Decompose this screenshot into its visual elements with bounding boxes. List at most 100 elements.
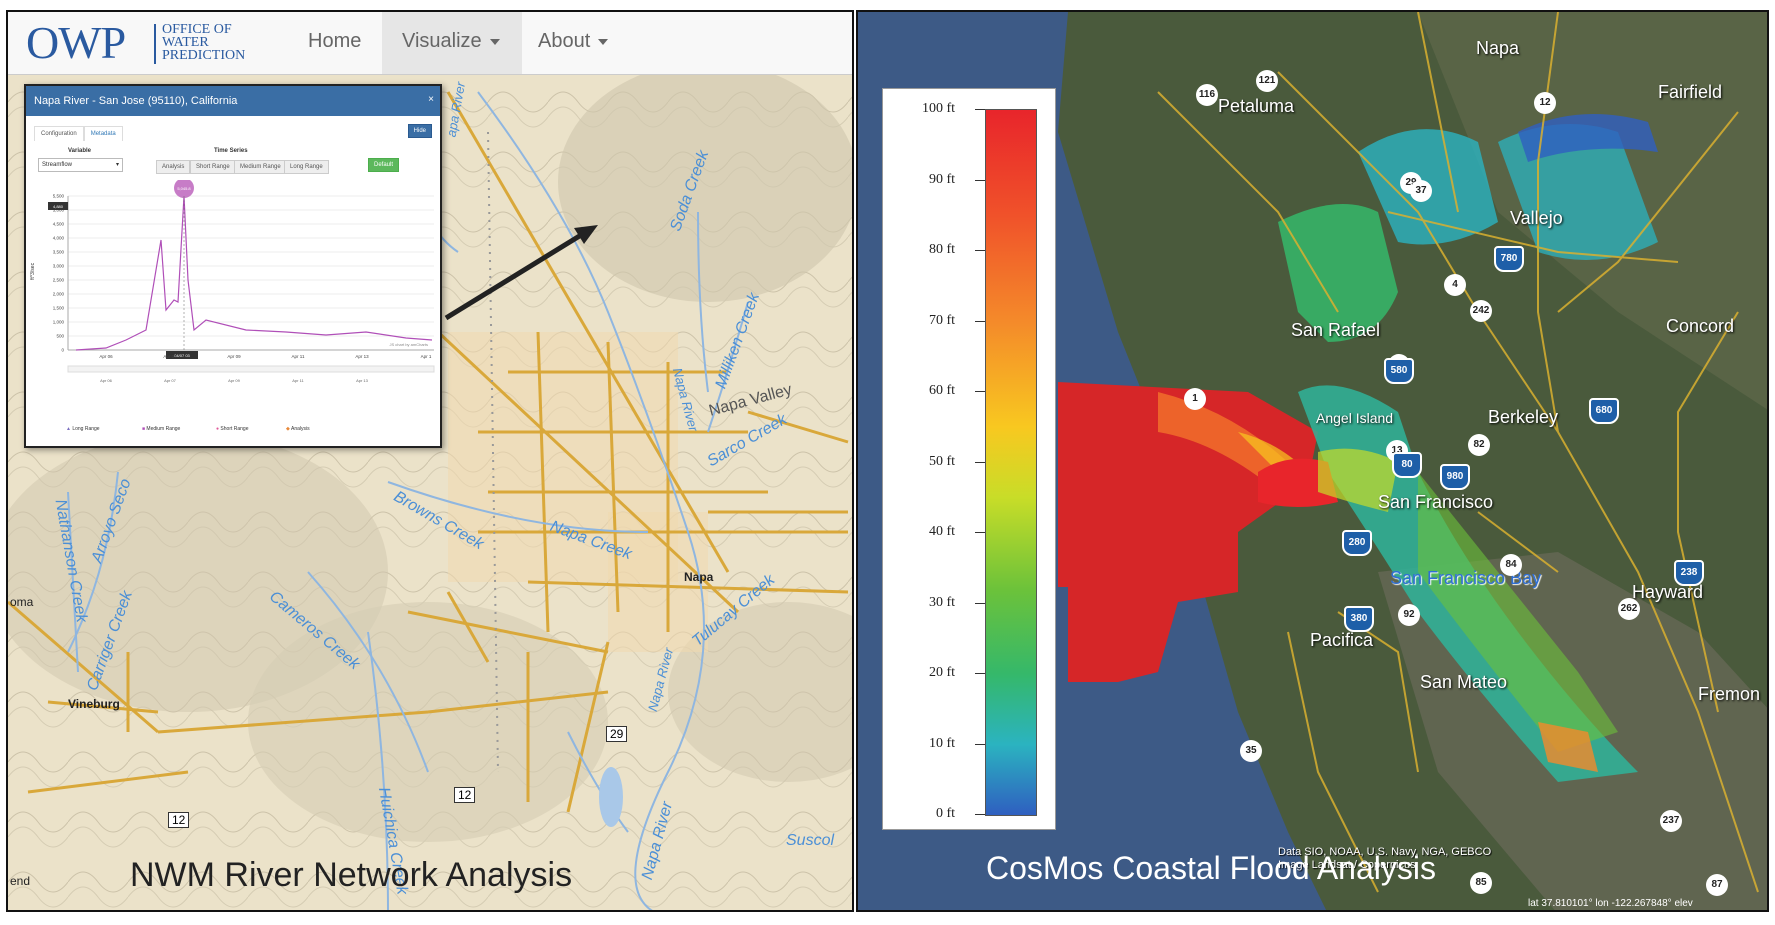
- hide-button[interactable]: Hide: [407, 124, 432, 138]
- place-label: Berkeley: [1488, 407, 1559, 427]
- x-tick-label: Apr 09: [227, 354, 241, 359]
- popup-title: Napa River - San Jose (95110), Californi…: [26, 86, 440, 116]
- route-shield: 92: [1398, 604, 1420, 626]
- y-tick-label: 4,000: [53, 236, 65, 241]
- route-shield: 85: [1470, 872, 1492, 894]
- colorbar-tick-label: 40 ft: [928, 524, 955, 539]
- attribution-line1: Data SIO, NOAA, U.S. Navy, NGA, GEBCO: [1278, 846, 1492, 858]
- colorbar-tick-label: 50 ft: [928, 453, 955, 469]
- route-shield: 237: [1660, 810, 1682, 832]
- streamflow-series: [75, 195, 433, 351]
- legend-label: Analysis: [290, 426, 310, 432]
- place-label: Fairfield: [1658, 82, 1723, 102]
- y-tick-label: 4,500: [53, 222, 65, 227]
- timeseries-label: Time Series: [214, 148, 248, 154]
- x-tick-label: Apr 13: [355, 354, 369, 359]
- x-tick-label: Apr 06: [99, 354, 113, 359]
- legend-label: Long Range: [72, 426, 100, 432]
- medium-range-button[interactable]: Medium Range: [234, 160, 287, 174]
- y-axis-title: ft^3/sec: [30, 262, 36, 280]
- route-shield: 84: [1500, 554, 1522, 576]
- legend-medium-range[interactable]: ■ Medium Range: [142, 426, 180, 432]
- variable-label: Variable: [68, 148, 92, 154]
- interstate-shield: 580: [1384, 358, 1414, 384]
- place-label: end: [10, 874, 31, 888]
- colorbar-tick-label: 0 ft: [935, 806, 955, 821]
- interstate-shield: 380: [1344, 606, 1374, 632]
- y-axis-ticks: 5,5005,0004,5004,0003,5003,0002,5002,000…: [53, 194, 65, 353]
- nav-about[interactable]: About: [518, 12, 628, 74]
- colorbar-tick-mark: [975, 250, 985, 251]
- legend-analysis[interactable]: ◆ Analysis: [286, 426, 310, 432]
- place-label: Vallejo: [1510, 208, 1563, 228]
- streamflow-chart: 5,5005,0004,5004,0003,5003,0002,5002,000…: [30, 180, 435, 383]
- nav-home-label: Home: [308, 30, 362, 52]
- y-tick-label: 2,000: [53, 292, 65, 297]
- interstate-shield: 780: [1494, 246, 1524, 272]
- popup-tabs: Configuration Metadata: [34, 126, 123, 141]
- y-tick-label: 5,500: [53, 194, 65, 199]
- route-shield: 4: [1444, 274, 1466, 296]
- y-tick-label: 2,500: [53, 278, 65, 283]
- station-popup[interactable]: Napa River - San Jose (95110), Californi…: [24, 84, 442, 448]
- colorbar-tick-mark: [975, 602, 985, 604]
- colorbar-tick-mark: [975, 109, 985, 110]
- colorbar-tick-mark: [975, 743, 985, 745]
- cursor-x-label: 04/07 03: [174, 353, 190, 358]
- colorbar-gradient: [985, 109, 1037, 816]
- cosmos-map-panel[interactable]: 100 ft 90 ft 80 ft 70 ft 60 ft 50 ft 40 ft 30 f…: [856, 10, 1769, 912]
- chevron-down-icon: [598, 38, 609, 45]
- y-tick-label: 3,000: [53, 264, 65, 269]
- colorbar-tick-label: 100 ft: [921, 101, 955, 116]
- chart-credit: JS chart by amCharts: [390, 342, 428, 347]
- route-shield: 87: [1706, 874, 1728, 896]
- default-button[interactable]: Default: [368, 158, 400, 172]
- place-label: Napa: [1476, 38, 1520, 58]
- place-label: Suscol: [786, 832, 835, 849]
- route-shield: 1: [1184, 388, 1206, 410]
- long-range-button[interactable]: Long Range: [284, 160, 329, 174]
- nav-visualize[interactable]: Visualize: [382, 12, 522, 74]
- diamond-icon: ◆: [286, 426, 290, 432]
- circle-icon: ●: [216, 426, 220, 432]
- left-caption: NWM River Network Analysis: [130, 856, 573, 894]
- route-shield: 35: [1240, 740, 1262, 762]
- attribution: Data SIO, NOAA, U.S. Navy, NGA, GEBCO Im…: [1278, 846, 1491, 872]
- scroll-tick-label: Apr 09: [228, 378, 241, 383]
- nav-home[interactable]: Home: [288, 12, 381, 74]
- colorbar: 100 ft 90 ft 80 ft 70 ft 60 ft 50 ft 40 ft 30 f…: [882, 88, 1056, 830]
- road-shield: 12: [454, 787, 476, 803]
- scroll-tick-label: Apr 07: [164, 378, 177, 383]
- colorbar-tick-label: 90 ft: [928, 171, 955, 187]
- tab-configuration[interactable]: Configuration: [34, 126, 84, 141]
- colorbar-tick-mark: [975, 391, 985, 392]
- nwm-map-panel[interactable]: OWP OFFICE OF WATER PREDICTION Home Visu…: [6, 10, 854, 912]
- interstate-shield: 280: [1342, 530, 1372, 556]
- place-label: San Francisco: [1378, 492, 1494, 512]
- place-label: Concord: [1666, 316, 1735, 336]
- chevron-down-icon: ▾: [115, 162, 119, 168]
- scroll-tick-label: Apr 11: [292, 378, 304, 383]
- road-shield: 29: [606, 726, 628, 742]
- legend-long-range[interactable]: ▲ Long Range: [66, 426, 100, 432]
- place-label: oma: [10, 595, 34, 609]
- scroll-track: [67, 365, 435, 373]
- chevron-down-icon: [489, 38, 500, 45]
- x-tick-label: Apr 11: [292, 354, 305, 359]
- short-range-button[interactable]: Short Range: [190, 160, 236, 174]
- close-icon[interactable]: ×: [428, 94, 434, 105]
- place-label: Petaluma: [1218, 96, 1295, 116]
- analysis-button[interactable]: Analysis: [156, 160, 191, 174]
- variable-select[interactable]: Streamflow ▾: [38, 158, 123, 172]
- tab-metadata[interactable]: Metadata: [83, 126, 123, 141]
- colorbar-tick-mark: [975, 320, 985, 322]
- logo-line1: OFFICE OF: [162, 22, 232, 37]
- colorbar-tick-label: 20 ft: [928, 665, 955, 680]
- coords-readout: lat 37.810101° lon -122.267848° elev: [1528, 898, 1693, 909]
- nav-visualize-label: Visualize: [402, 30, 482, 52]
- peak-marker: [174, 180, 194, 198]
- legend-short-range[interactable]: ● Short Range: [216, 426, 249, 432]
- interstate-shield: 980: [1440, 464, 1470, 490]
- x-tick-label: Apr 1: [421, 354, 432, 359]
- scroll-tick-label: Apr 06: [100, 378, 113, 383]
